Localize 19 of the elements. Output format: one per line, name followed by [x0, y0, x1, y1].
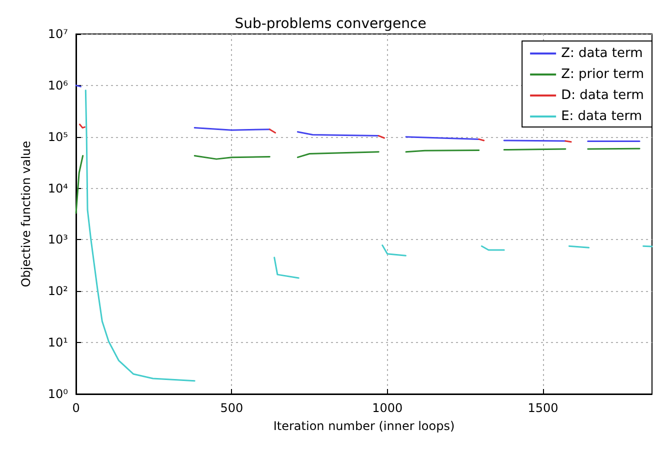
x-tick-label: 1000: [372, 401, 403, 415]
x-tick-label: 500: [220, 401, 244, 415]
y-tick-label: 10⁰: [48, 387, 68, 401]
x-tick-label: 1500: [528, 401, 558, 415]
x-axis-title: Iteration number (inner loops): [273, 419, 455, 433]
chart-title: Sub-problems convergence: [234, 16, 426, 32]
y-tick-label: 10³: [48, 232, 68, 247]
x-tick-label: 0: [72, 401, 80, 415]
legend-label: Z: data term: [561, 46, 643, 61]
y-tick-label: 10⁴: [48, 181, 68, 196]
y-tick-label: 10⁶: [48, 78, 68, 92]
y-tick-label: 10⁵: [48, 130, 68, 144]
y-tick-label: 10¹: [48, 336, 68, 350]
y-axis-title: Objective function value: [19, 140, 33, 288]
legend-label: D: data term: [561, 88, 644, 103]
legend-label: E: data term: [561, 109, 642, 124]
y-tick-label: 10²: [48, 284, 68, 298]
y-tick-label: 10⁷: [48, 27, 68, 41]
legend-label: Z: prior term: [561, 67, 644, 82]
